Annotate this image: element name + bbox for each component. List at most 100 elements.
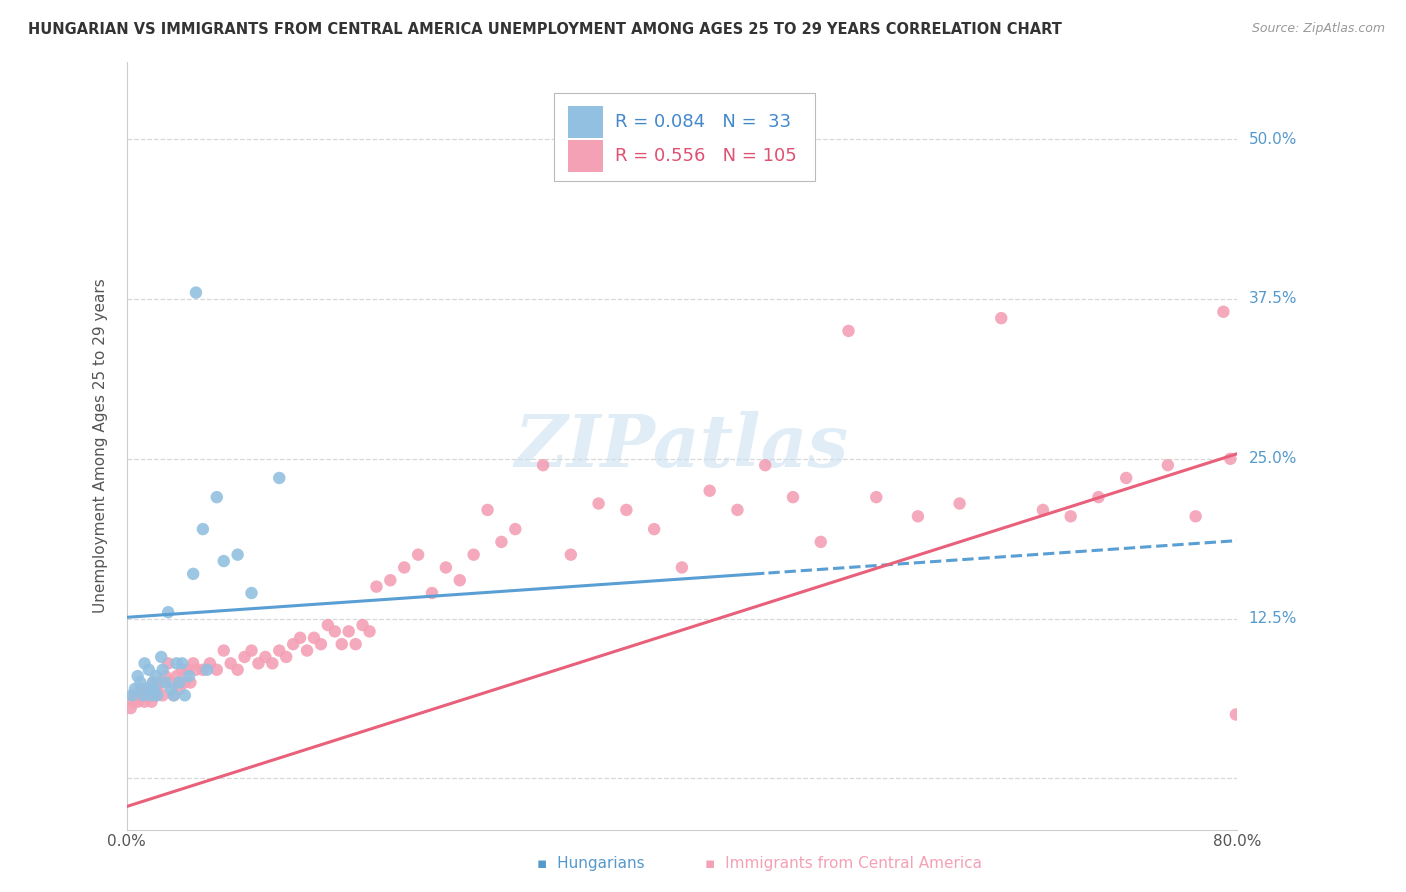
Point (302, 631, 325, 645)
Point (420, 586, 443, 600)
Bar (568, 106, 603, 138)
Point (127, 669, 149, 683)
Point (491, 534, 513, 549)
Bar (568, 140, 603, 172)
Point (124, 689, 146, 703)
Point (1087, 490, 1109, 504)
Point (152, 689, 174, 703)
Point (169, 675, 191, 690)
Point (233, 649, 256, 664)
Point (150, 649, 173, 664)
Point (191, 663, 214, 677)
Point (141, 695, 163, 709)
Point (434, 560, 457, 574)
Point (337, 624, 360, 639)
Point (316, 618, 339, 632)
Point (163, 689, 186, 703)
Point (838, 324, 860, 338)
Point (127, 695, 149, 709)
Point (121, 689, 143, 703)
Point (152, 663, 174, 677)
Point (865, 490, 887, 504)
Point (699, 483, 721, 498)
Point (132, 689, 155, 703)
Point (309, 637, 332, 651)
Point (122, 695, 145, 709)
Text: R = 0.084   N =  33: R = 0.084 N = 33 (616, 113, 792, 131)
Point (226, 663, 249, 677)
Point (477, 503, 499, 517)
Point (138, 689, 160, 703)
Point (212, 554, 235, 568)
Point (124, 681, 146, 696)
Point (614, 503, 637, 517)
Point (503, 522, 526, 536)
Point (181, 566, 204, 581)
Point (560, 548, 582, 562)
Point (128, 689, 150, 703)
Point (463, 548, 485, 562)
Point (191, 522, 214, 536)
Point (254, 649, 277, 664)
Point (330, 637, 353, 651)
Point (145, 669, 167, 683)
Point (754, 458, 776, 473)
Point (295, 643, 318, 657)
Point (143, 681, 166, 696)
Point (1157, 458, 1180, 473)
Point (1212, 304, 1234, 318)
Point (163, 689, 186, 703)
Point (149, 675, 172, 690)
Point (172, 663, 194, 677)
Point (134, 657, 156, 671)
Point (136, 681, 159, 696)
Point (184, 285, 207, 300)
Point (907, 509, 929, 524)
Point (281, 637, 304, 651)
Point (179, 675, 201, 690)
Text: ▪  Hungarians: ▪ Hungarians (537, 856, 644, 871)
Point (531, 458, 554, 473)
Text: ZIPatlas: ZIPatlas (515, 410, 849, 482)
Point (406, 548, 429, 562)
Point (948, 496, 970, 510)
Y-axis label: Unemployment Among Ages 25 to 29 years: Unemployment Among Ages 25 to 29 years (93, 278, 108, 614)
Point (1219, 451, 1241, 466)
Point (380, 573, 402, 587)
Point (588, 496, 610, 510)
Point (166, 669, 188, 683)
Text: 25.0%: 25.0% (1249, 451, 1296, 467)
Text: 12.5%: 12.5% (1249, 611, 1296, 626)
Point (323, 624, 346, 639)
Point (269, 643, 291, 657)
Point (1060, 509, 1083, 524)
Point (1032, 503, 1054, 517)
Point (269, 471, 291, 485)
Point (160, 681, 183, 696)
Point (198, 657, 221, 671)
Text: 37.5%: 37.5% (1249, 292, 1296, 307)
Point (136, 681, 159, 696)
Point (129, 675, 152, 690)
Point (212, 643, 235, 657)
FancyBboxPatch shape (554, 93, 815, 181)
Point (195, 663, 218, 677)
Point (184, 663, 207, 677)
Point (177, 669, 200, 683)
Point (173, 689, 195, 703)
Point (727, 503, 749, 517)
Point (138, 663, 160, 677)
Point (276, 649, 298, 664)
Point (810, 534, 832, 549)
Point (172, 657, 194, 671)
Point (146, 689, 169, 703)
Point (157, 657, 180, 671)
Point (166, 657, 188, 671)
Point (226, 548, 249, 562)
Text: Source: ZipAtlas.com: Source: ZipAtlas.com (1251, 22, 1385, 36)
Point (181, 657, 204, 671)
Point (240, 643, 263, 657)
Point (262, 657, 284, 671)
Point (205, 663, 228, 677)
Point (394, 560, 416, 574)
